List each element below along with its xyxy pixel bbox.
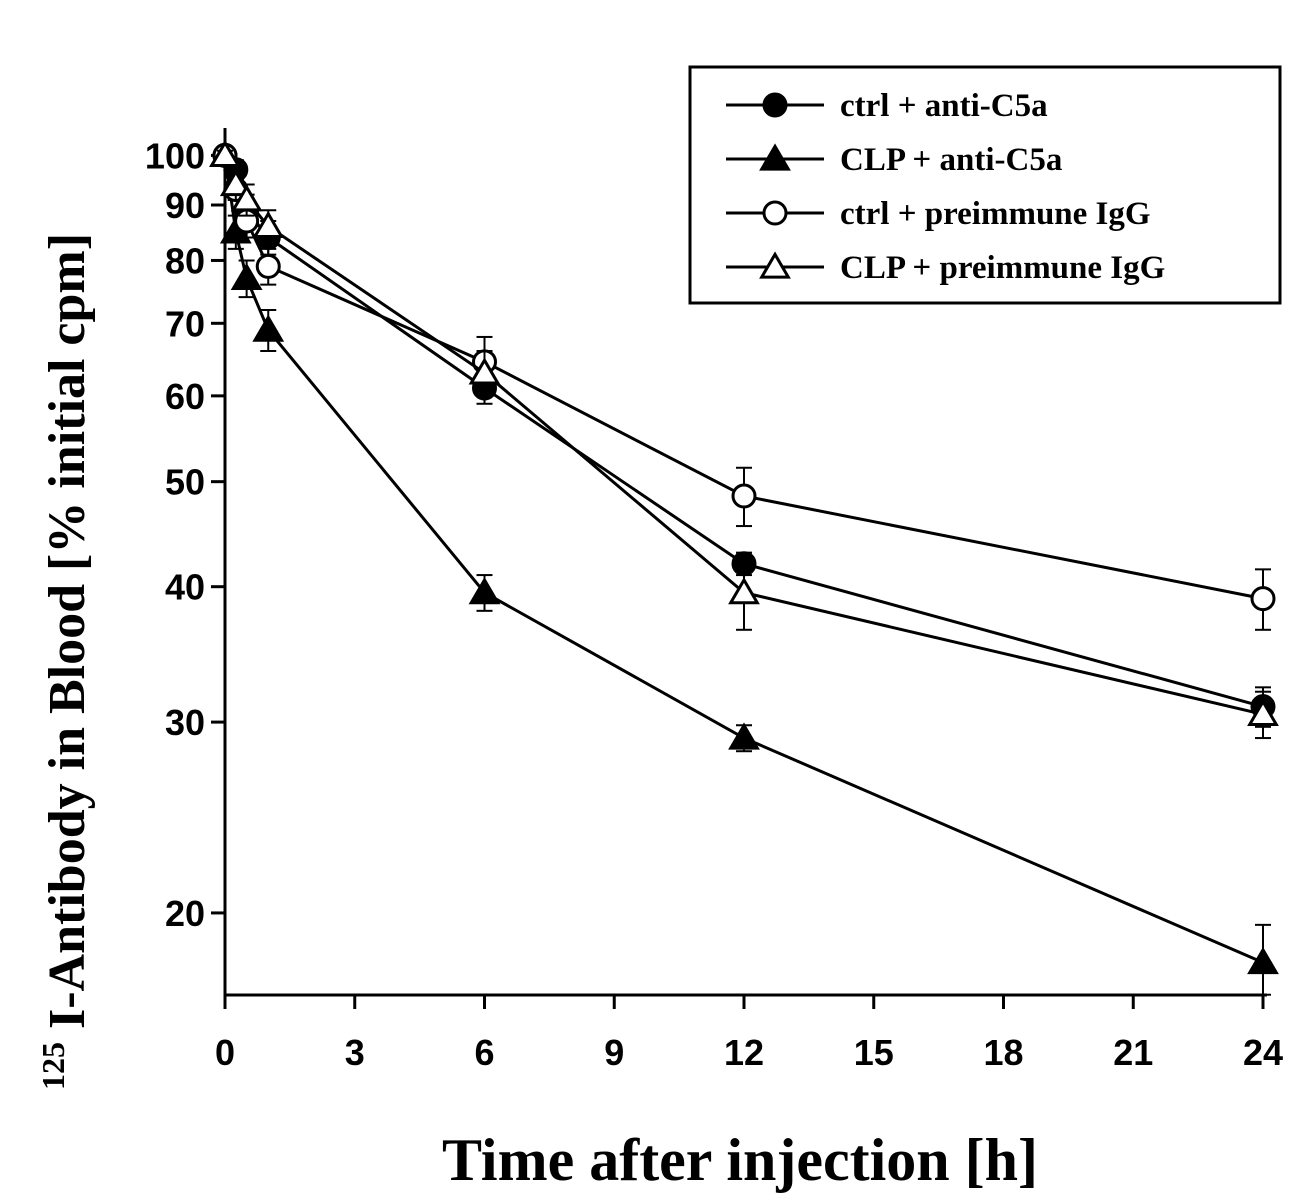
x-axis-title: Time after injection [h] — [442, 1127, 1038, 1193]
legend-marker-0 — [762, 92, 788, 118]
legend-label-2: ctrl + preimmune IgG — [840, 196, 1151, 232]
y-tick-label-70: 70 — [165, 303, 205, 344]
legend-item-0: ctrl + anti-C5a — [726, 88, 1048, 124]
legend: ctrl + anti-C5a CLP + anti-C5a ctrl + prei… — [688, 65, 1282, 305]
y-tick-label-100: 100 — [145, 135, 205, 176]
y-axis-title: 125 I-Antibody in Blood [% initial cpm] — [19, 233, 96, 1090]
data-point-1-6 — [1247, 946, 1279, 975]
data-point-3-1 — [219, 168, 252, 197]
data-point-2-3 — [255, 253, 281, 279]
axes: 0 3 6 9 12 15 18 21 24 20 30 40 50 60 70 80 90 100 — [145, 128, 1283, 1073]
y-tick-label-40: 40 — [165, 567, 205, 608]
y-axis-title-main: I-Antibody in Blood [% initial cpm] — [39, 233, 96, 1029]
data-point-3-4 — [468, 357, 501, 385]
y-tick-label-50: 50 — [165, 462, 205, 503]
legend-label-1: CLP + anti-C5a — [840, 142, 1062, 178]
data-point-1-4 — [468, 576, 501, 605]
x-tick-label-6: 6 — [474, 1032, 494, 1073]
legend-marker-1 — [759, 143, 791, 171]
x-tick-label-15: 15 — [854, 1032, 894, 1073]
y-tick-label-80: 80 — [165, 240, 205, 281]
data-point-3-6 — [1247, 698, 1279, 726]
series-group — [209, 139, 1279, 996]
data-point-3-3 — [252, 210, 285, 239]
data-point-3-5 — [728, 576, 760, 605]
x-tick-label-24: 24 — [1243, 1032, 1283, 1073]
data-point-3-0 — [209, 139, 241, 168]
data-point-2-6 — [1250, 586, 1276, 612]
x-tick-label-9: 9 — [604, 1032, 624, 1073]
data-point-1-3 — [252, 314, 285, 342]
legend-label-3: CLP + preimmune IgG — [840, 250, 1165, 286]
y-tick-label-90: 90 — [165, 185, 205, 226]
series-1 — [209, 139, 1279, 996]
x-tick-label-3: 3 — [345, 1032, 365, 1073]
legend-item-1: CLP + anti-C5a — [726, 142, 1062, 178]
y-tick-label-20: 20 — [165, 893, 205, 934]
legend-marker-3 — [759, 251, 791, 279]
y-tick-label-60: 60 — [165, 376, 205, 417]
x-tick-label-12: 12 — [724, 1032, 764, 1073]
x-tick-label-0: 0 — [215, 1032, 235, 1073]
data-point-3-2 — [230, 184, 263, 212]
y-axis-title-prefix: 125 — [35, 1042, 71, 1090]
data-point-1-2 — [230, 262, 263, 291]
legend-label-0: ctrl + anti-C5a — [840, 88, 1048, 124]
legend-marker-2 — [762, 200, 788, 226]
legend-item-2: ctrl + preimmune IgG — [726, 196, 1151, 232]
y-tick-label-30: 30 — [165, 702, 205, 743]
legend-item-3: CLP + preimmune IgG — [726, 250, 1165, 286]
data-point-1-5 — [728, 722, 760, 750]
y-axis-title-group: 125 I-Antibody in Blood [% initial cpm] — [19, 233, 96, 1090]
x-tick-label-21: 21 — [1113, 1032, 1153, 1073]
data-point-2-5 — [731, 483, 757, 509]
series-3 — [209, 139, 1279, 740]
x-tick-label-18: 18 — [983, 1032, 1023, 1073]
